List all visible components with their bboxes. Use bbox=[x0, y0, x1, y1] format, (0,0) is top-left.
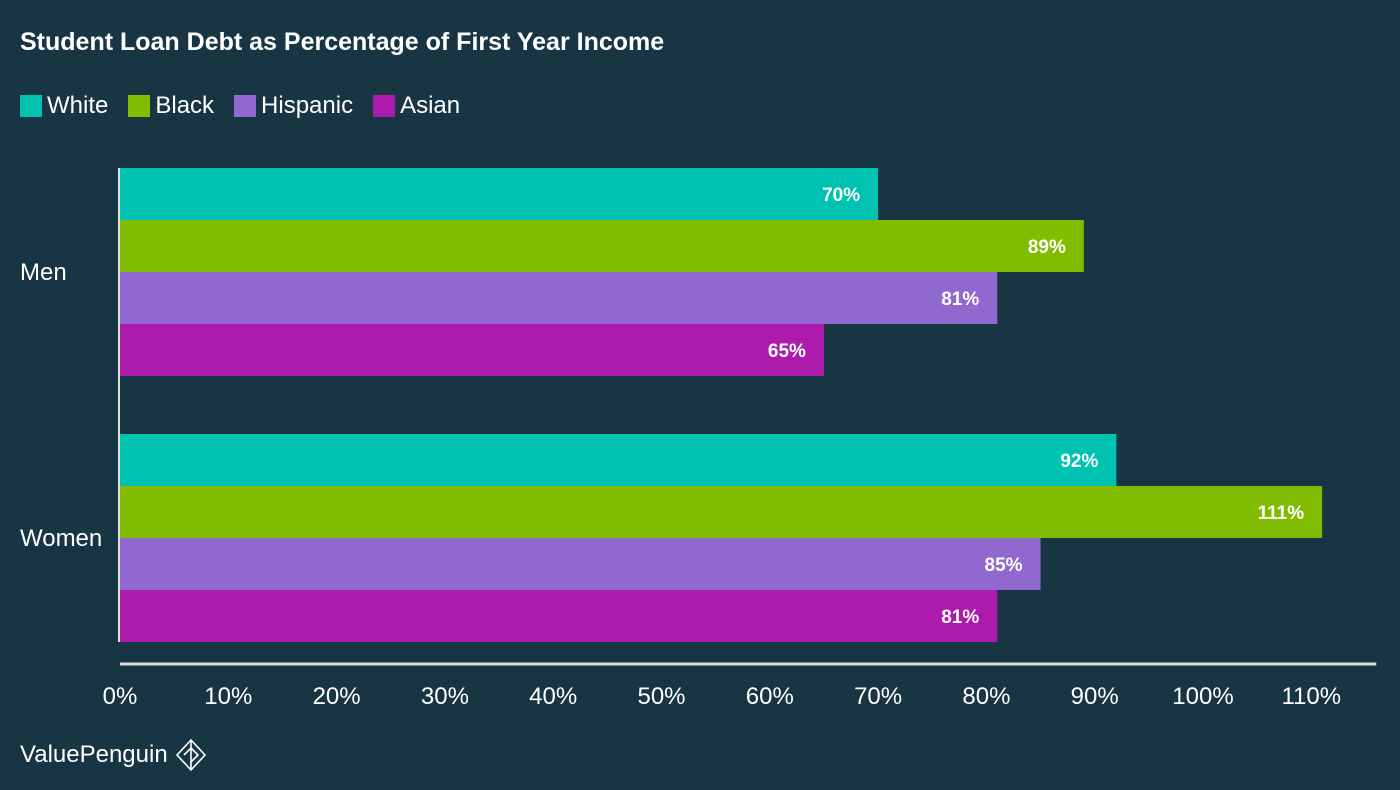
legend-item-hispanic: Hispanic bbox=[234, 92, 353, 120]
data-label: 70% bbox=[822, 185, 860, 206]
x-tick-label: 30% bbox=[421, 683, 469, 710]
bar-asian bbox=[120, 590, 998, 642]
category-label: Men bbox=[20, 259, 67, 286]
data-label: 92% bbox=[1060, 451, 1098, 472]
bar-black bbox=[120, 486, 1323, 538]
x-tick-label: 40% bbox=[529, 683, 577, 710]
x-tick-label: 50% bbox=[637, 683, 685, 710]
bar-hispanic bbox=[120, 272, 998, 324]
x-tick-label: 60% bbox=[746, 683, 794, 710]
legend-swatch-black bbox=[128, 95, 151, 117]
x-tick-label: 0% bbox=[103, 683, 138, 710]
legend-swatch-asian bbox=[373, 95, 396, 117]
x-tick-label: 20% bbox=[313, 683, 361, 710]
x-tick-label: 80% bbox=[962, 683, 1010, 710]
legend-label-black: Black bbox=[155, 92, 215, 119]
chart-title: Student Loan Debt as Percentage of First… bbox=[20, 28, 665, 56]
penguin-logo-icon bbox=[175, 738, 206, 772]
legend-label-hispanic: Hispanic bbox=[261, 92, 354, 119]
data-label: 111% bbox=[1258, 503, 1305, 524]
legend: White Black Hispanic Asian bbox=[20, 92, 480, 120]
legend-swatch-hispanic bbox=[234, 95, 257, 117]
legend-item-asian: Asian bbox=[373, 92, 460, 120]
bar-white bbox=[120, 168, 879, 220]
x-tick-label: 70% bbox=[854, 683, 902, 710]
x-tick-label: 100% bbox=[1172, 683, 1233, 710]
brand-logo: ValuePenguin bbox=[20, 738, 208, 772]
data-label: 81% bbox=[941, 289, 979, 310]
bar-asian bbox=[120, 324, 824, 376]
category-label: Women bbox=[20, 525, 102, 552]
data-label: 89% bbox=[1028, 237, 1066, 258]
x-tick-label: 90% bbox=[1071, 683, 1119, 710]
brand-name: ValuePenguin bbox=[20, 741, 168, 768]
bar-white bbox=[120, 434, 1117, 486]
bar-hispanic bbox=[120, 538, 1041, 590]
legend-label-asian: Asian bbox=[400, 92, 461, 119]
legend-label-white: White bbox=[47, 92, 109, 119]
data-label: 81% bbox=[941, 607, 979, 628]
legend-item-white: White bbox=[20, 92, 108, 120]
legend-item-black: Black bbox=[128, 92, 214, 120]
x-tick-label: 110% bbox=[1281, 683, 1341, 710]
bar-black bbox=[120, 220, 1084, 272]
legend-swatch-white bbox=[20, 95, 42, 117]
data-label: 65% bbox=[768, 341, 806, 362]
x-tick-label: 10% bbox=[204, 683, 252, 710]
data-label: 85% bbox=[985, 555, 1023, 576]
